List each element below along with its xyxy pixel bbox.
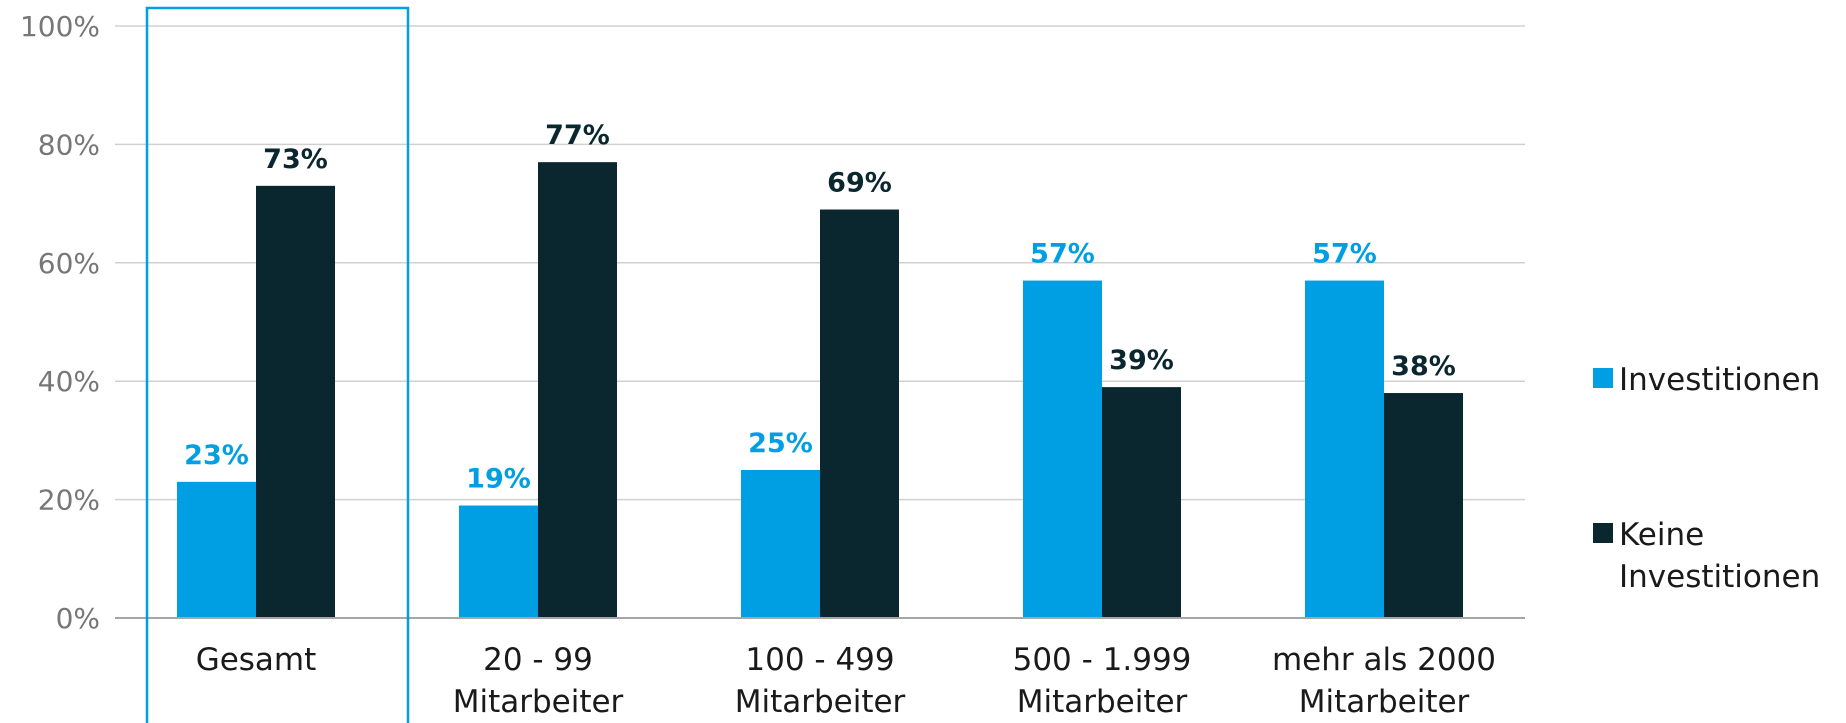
category-label: 500 - 1.999 bbox=[1013, 642, 1192, 678]
highlight-box bbox=[145, 6, 410, 723]
bar-keine-investitionen bbox=[820, 209, 899, 618]
y-tick-label: 0% bbox=[56, 602, 100, 635]
bar-keine-investitionen bbox=[1102, 387, 1181, 618]
data-label: 77% bbox=[545, 120, 610, 151]
bar-investitionen bbox=[741, 470, 820, 618]
y-tick-label: 80% bbox=[38, 128, 100, 161]
y-tick-label: 60% bbox=[38, 247, 100, 280]
data-label: 69% bbox=[827, 168, 892, 199]
legend-label: Keine bbox=[1619, 517, 1704, 553]
bar-keine-investitionen bbox=[1384, 393, 1463, 618]
category-label: Mitarbeiter bbox=[1299, 684, 1470, 720]
data-label: 39% bbox=[1109, 345, 1174, 376]
legend-swatch bbox=[1593, 368, 1613, 388]
y-tick-label: 100% bbox=[20, 10, 100, 43]
data-label: 25% bbox=[748, 428, 813, 459]
y-tick-label: 20% bbox=[38, 484, 100, 517]
legend-label: Investitionen bbox=[1619, 559, 1820, 595]
category-label: mehr als 2000 bbox=[1272, 642, 1496, 678]
data-label: 57% bbox=[1312, 239, 1377, 270]
bar-investitionen bbox=[459, 505, 538, 618]
legend-label: Investitionen bbox=[1619, 362, 1820, 398]
data-label: 23% bbox=[184, 440, 249, 471]
data-label: 38% bbox=[1391, 351, 1456, 382]
category-label: 20 - 99 bbox=[483, 642, 593, 678]
category-label: Mitarbeiter bbox=[1017, 684, 1188, 720]
legend-swatch bbox=[1593, 523, 1613, 543]
bar-investitionen bbox=[177, 481, 256, 618]
category-label: Gesamt bbox=[196, 642, 317, 678]
data-label: 19% bbox=[466, 464, 531, 495]
data-label: 57% bbox=[1030, 239, 1095, 270]
y-tick-label: 40% bbox=[38, 365, 100, 398]
category-label: Mitarbeiter bbox=[453, 684, 624, 720]
data-label: 73% bbox=[263, 144, 328, 175]
bar-investitionen bbox=[1305, 280, 1384, 618]
category-label: 100 - 499 bbox=[745, 642, 894, 678]
bar-investitionen bbox=[1023, 280, 1102, 618]
bar-keine-investitionen bbox=[538, 162, 617, 618]
category-label: Mitarbeiter bbox=[735, 684, 906, 720]
bar-keine-investitionen bbox=[256, 185, 335, 618]
